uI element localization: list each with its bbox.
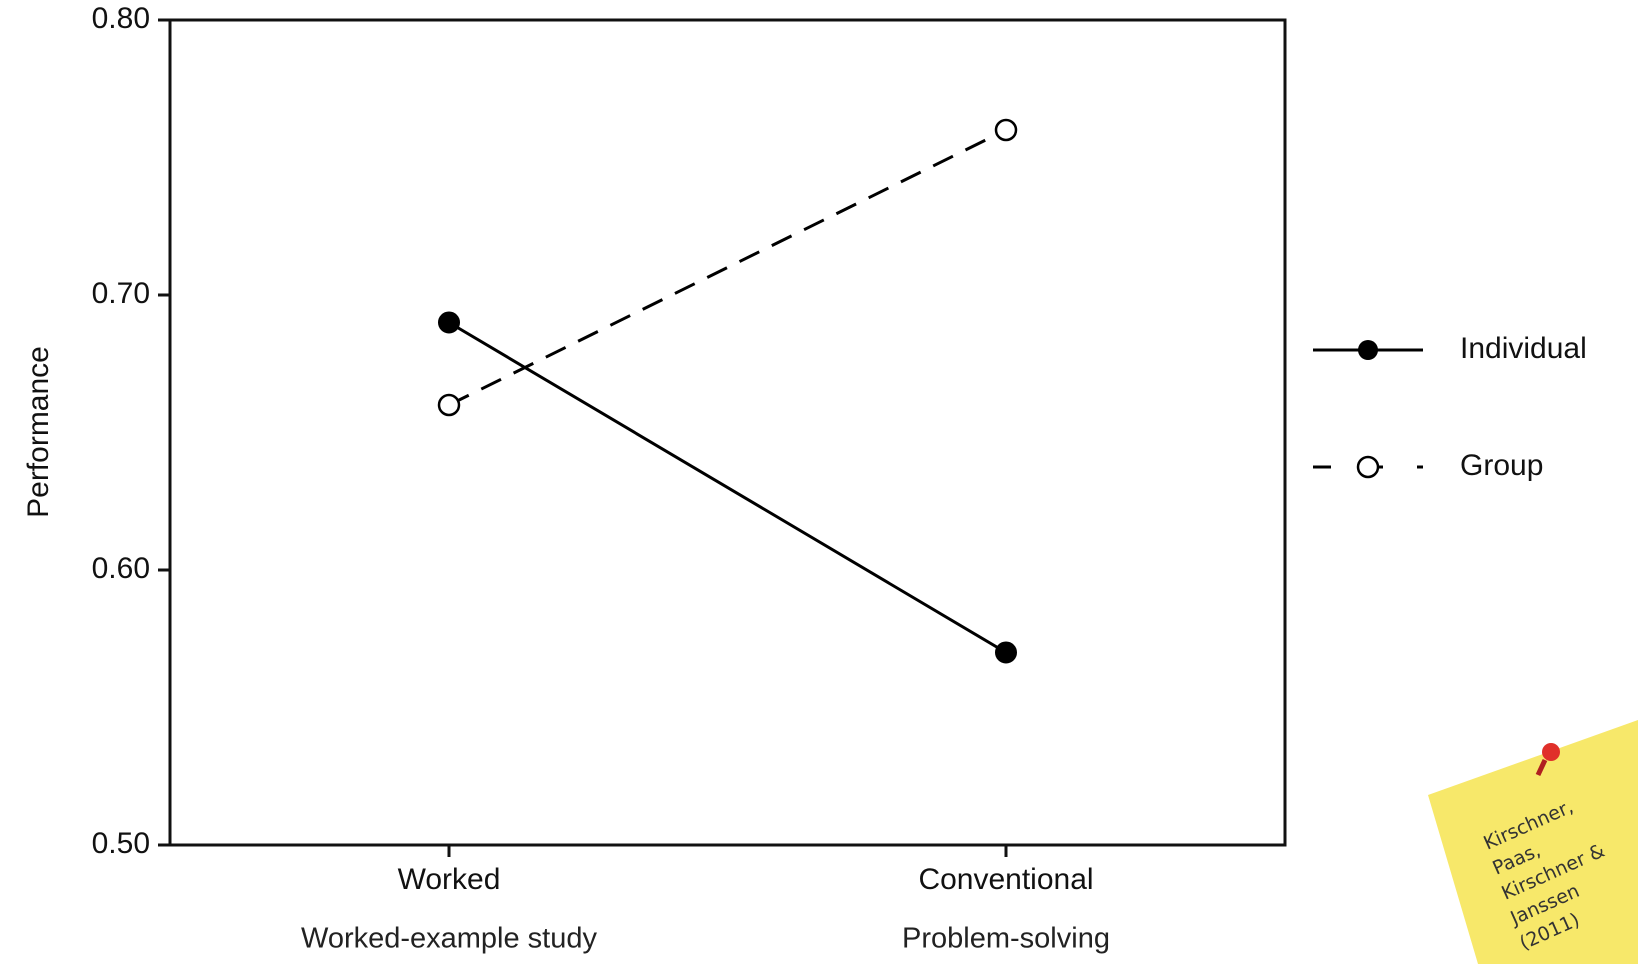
series-line [448, 321, 1007, 654]
pin-needle [1535, 758, 1548, 777]
y-axis-label: Performance [22, 346, 55, 518]
legend-marker [1358, 340, 1378, 360]
legend-label: Group [1460, 449, 1543, 482]
y-tick-label: 0.80 [92, 2, 150, 35]
x-sublabel: Problem-solving [902, 923, 1110, 955]
y-tick-label: 0.60 [92, 552, 150, 585]
note-paper [1428, 720, 1638, 964]
point [994, 118, 1018, 142]
y-tick-label: 0.50 [92, 827, 150, 860]
point [438, 311, 460, 334]
x-sublabel: Worked-example study [301, 923, 598, 955]
legend-marker [1356, 455, 1380, 479]
point [437, 393, 461, 417]
y-tick-label: 0.70 [92, 277, 150, 310]
plot-frame [168, 18, 1287, 847]
series-line [448, 128, 1007, 407]
x-tick-label: Worked [398, 863, 501, 896]
sticky-note: Kirschner,Paas,Kirschner &Janssen(2011) [1428, 720, 1638, 964]
point [995, 641, 1017, 664]
x-tick-label: Conventional [918, 863, 1093, 896]
legend-label: Individual [1460, 332, 1587, 365]
pin [1542, 743, 1560, 761]
